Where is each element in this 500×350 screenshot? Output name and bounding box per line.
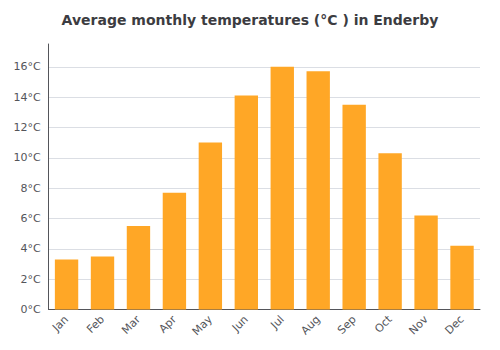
svg-text:Apr: Apr <box>156 313 179 336</box>
svg-text:4°C: 4°C <box>20 242 40 255</box>
svg-text:Oct: Oct <box>372 312 395 335</box>
svg-text:Dec: Dec <box>442 313 466 337</box>
svg-text:2°C: 2°C <box>20 273 40 286</box>
svg-text:Feb: Feb <box>84 313 107 336</box>
svg-text:14°C: 14°C <box>13 91 40 104</box>
svg-text:Average monthly temperatures (: Average monthly temperatures (°C ) in En… <box>62 12 439 28</box>
svg-text:Nov: Nov <box>406 313 431 338</box>
svg-text:Jul: Jul <box>268 313 287 332</box>
svg-text:10°C: 10°C <box>13 151 40 164</box>
svg-text:May: May <box>190 313 216 339</box>
svg-text:12°C: 12°C <box>13 121 40 134</box>
svg-text:8°C: 8°C <box>20 182 40 195</box>
svg-text:Jun: Jun <box>229 313 251 335</box>
svg-text:Sep: Sep <box>335 313 359 337</box>
svg-text:Mar: Mar <box>119 313 143 337</box>
svg-text:0°C: 0°C <box>20 303 40 316</box>
svg-text:16°C: 16°C <box>13 60 40 73</box>
svg-text:6°C: 6°C <box>20 212 40 225</box>
svg-text:Jan: Jan <box>49 313 71 335</box>
svg-text:Aug: Aug <box>298 313 322 337</box>
